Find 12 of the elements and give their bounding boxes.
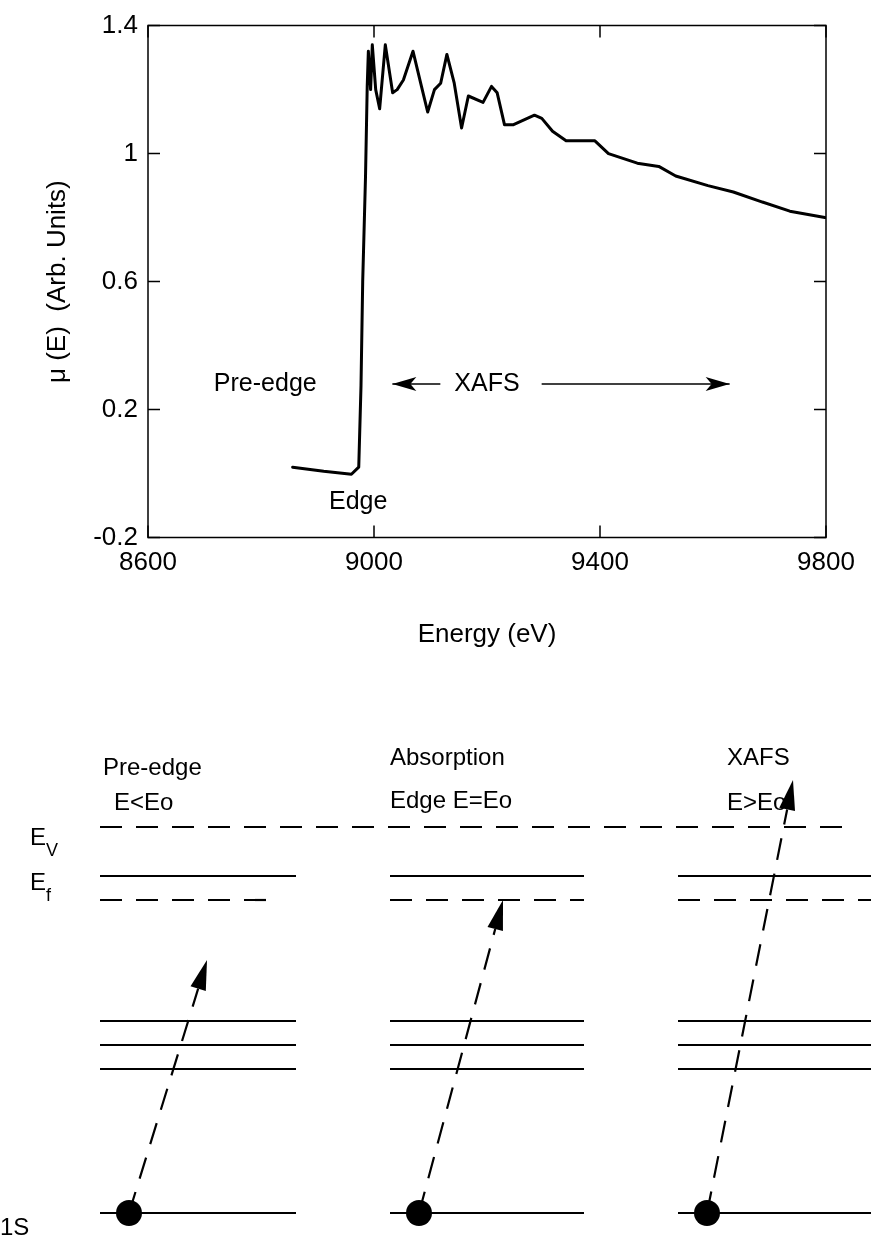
annotation: Edge bbox=[328, 485, 388, 514]
x-axis-title: Energy (eV) bbox=[417, 617, 557, 648]
x-tick-label: 9800 bbox=[797, 546, 855, 577]
y-tick-label: 1.4 bbox=[101, 8, 138, 39]
y-tick-label: 0.6 bbox=[101, 264, 138, 295]
annotation: XAFS bbox=[454, 367, 520, 396]
annotation: Pre-edge bbox=[213, 367, 317, 396]
y-axis-title: μ (E) (Arb. Units) bbox=[40, 180, 71, 383]
y-tick-label: 1 bbox=[123, 136, 138, 167]
x-tick-label: 9000 bbox=[345, 546, 403, 577]
y-tick-label: 0.2 bbox=[101, 392, 138, 423]
x-tick-label: 9400 bbox=[571, 546, 629, 577]
